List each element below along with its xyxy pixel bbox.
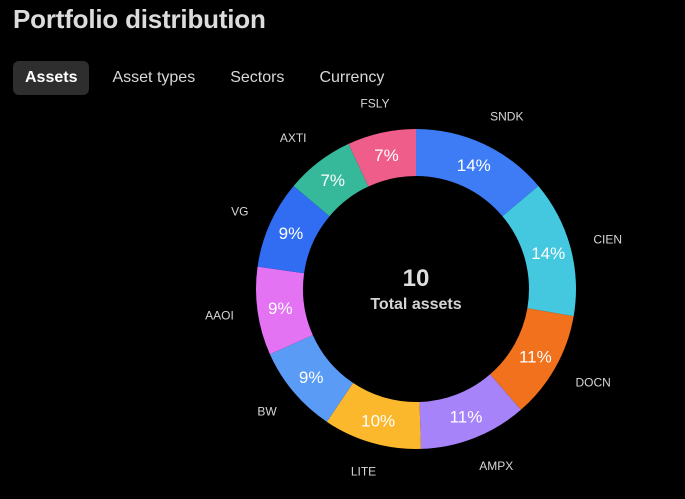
slice-name-axti: AXTI — [280, 131, 307, 145]
slice-name-cien: CIEN — [593, 232, 622, 246]
center-total-value: 10 — [403, 265, 430, 292]
slice-lite[interactable] — [326, 382, 421, 449]
outer-labels-group: SNDK CIEN DOCN AMPX LITE BW AAOI VG AXTI FSLY — [205, 96, 622, 478]
slice-sndk[interactable] — [416, 129, 539, 217]
slice-percent-lite: 10% — [361, 412, 395, 431]
slice-bw[interactable] — [269, 335, 354, 422]
slice-name-fsly: FSLY — [360, 96, 389, 110]
slice-vg[interactable] — [257, 185, 330, 274]
slice-axti[interactable] — [293, 143, 369, 217]
slice-fsly[interactable] — [348, 129, 416, 187]
tab-bar: Assets Asset types Sectors Currency — [13, 61, 407, 95]
tab-assets[interactable]: Assets — [13, 61, 90, 95]
slice-docn[interactable] — [490, 308, 574, 410]
slice-percent-vg: 9% — [279, 224, 304, 243]
tab-asset-types[interactable]: Asset types — [112, 69, 196, 86]
percent-labels-group: 14% 14% 11% 11% 10% 9% 9% 9% 7% 7% — [268, 146, 565, 430]
slice-name-sndk: SNDK — [490, 110, 523, 124]
slice-percent-ampx: 11% — [450, 408, 483, 427]
slice-percent-docn: 11% — [519, 347, 552, 366]
slice-percent-cien: 14% — [531, 244, 565, 263]
slice-cien[interactable] — [502, 185, 576, 317]
tab-sectors[interactable]: Sectors — [230, 69, 285, 86]
slice-name-lite: LITE — [351, 465, 376, 479]
slice-name-vg: VG — [231, 205, 248, 219]
slice-name-docn: DOCN — [576, 375, 611, 389]
page-title: Portfolio distribution — [13, 4, 266, 34]
slice-percent-axti: 7% — [320, 171, 345, 190]
slice-aaoi[interactable] — [255, 266, 313, 355]
slice-percent-aaoi: 9% — [268, 299, 293, 318]
slice-ampx[interactable] — [419, 374, 521, 449]
slice-percent-bw: 9% — [299, 368, 324, 387]
slice-percent-sndk: 14% — [457, 156, 491, 175]
slice-name-aaoi: AAOI — [205, 309, 234, 323]
tab-currency[interactable]: Currency — [319, 69, 385, 86]
slice-percent-fsly: 7% — [374, 146, 399, 165]
center-total-caption: Total assets — [370, 296, 461, 313]
slice-name-ampx: AMPX — [479, 459, 513, 473]
slice-name-bw: BW — [257, 404, 277, 418]
slices-group — [255, 129, 576, 449]
